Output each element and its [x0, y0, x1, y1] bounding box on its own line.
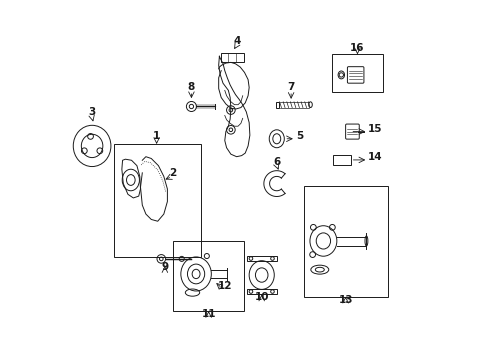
Bar [276, 102, 278, 108]
Text: 8: 8 [187, 82, 195, 93]
Text: 7: 7 [287, 82, 294, 93]
Text: 10: 10 [254, 292, 268, 302]
Text: 13: 13 [338, 294, 352, 305]
Text: 3: 3 [88, 107, 96, 117]
Text: 11: 11 [201, 309, 215, 319]
Bar [113, 144, 201, 257]
Bar [246, 289, 276, 294]
Bar [246, 256, 276, 261]
Text: 1: 1 [153, 131, 160, 141]
Bar [172, 241, 244, 311]
Text: 5: 5 [296, 131, 303, 141]
Text: 15: 15 [367, 123, 382, 134]
Bar [332, 54, 382, 92]
Text: 12: 12 [217, 282, 231, 291]
Bar [221, 53, 244, 62]
Text: 14: 14 [367, 152, 382, 162]
Bar [303, 186, 387, 297]
Bar [333, 155, 350, 165]
Text: 2: 2 [169, 168, 176, 179]
Text: 16: 16 [349, 43, 364, 53]
Text: 6: 6 [273, 157, 280, 167]
Text: 4: 4 [233, 36, 241, 46]
Text: 9: 9 [161, 262, 168, 273]
